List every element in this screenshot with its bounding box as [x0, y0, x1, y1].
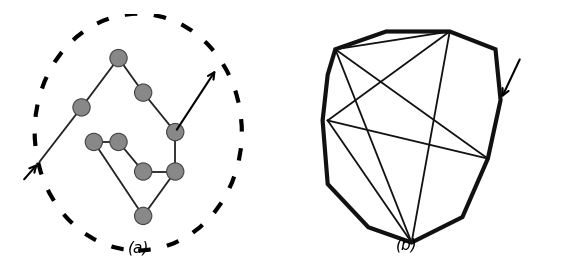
- Circle shape: [135, 84, 152, 101]
- Circle shape: [73, 99, 90, 116]
- Text: (a): (a): [127, 240, 149, 255]
- Circle shape: [85, 133, 103, 151]
- Circle shape: [166, 163, 184, 180]
- Circle shape: [135, 207, 152, 225]
- Text: (b): (b): [396, 238, 417, 253]
- Circle shape: [110, 133, 127, 151]
- Circle shape: [166, 123, 184, 141]
- Circle shape: [135, 163, 152, 180]
- Circle shape: [110, 49, 127, 67]
